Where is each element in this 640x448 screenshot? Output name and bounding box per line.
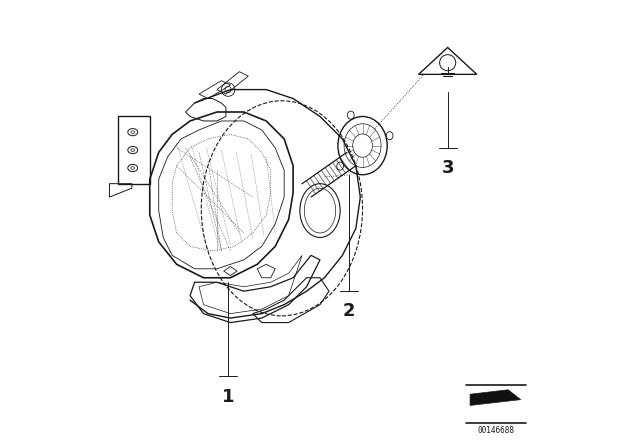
- Text: 3: 3: [442, 159, 454, 177]
- Text: 2: 2: [343, 302, 355, 320]
- Polygon shape: [470, 390, 521, 405]
- Text: 00146688: 00146688: [477, 426, 514, 435]
- Text: 1: 1: [222, 388, 234, 405]
